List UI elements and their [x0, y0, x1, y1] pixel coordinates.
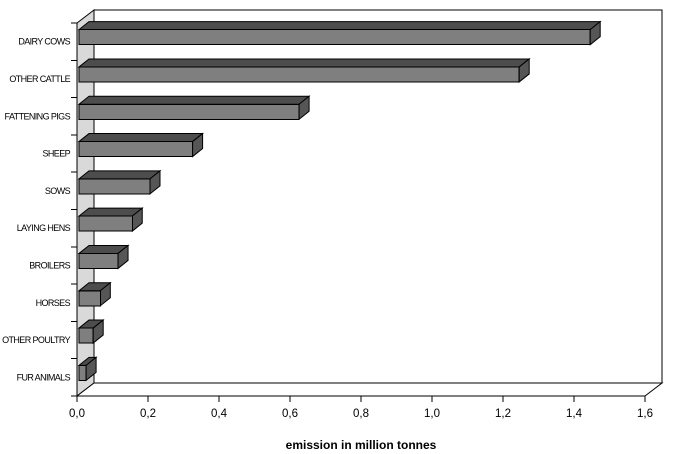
category-label: OTHER POULTRY: [2, 335, 70, 345]
value-tick-label: 0,6: [282, 408, 298, 420]
category-label: FATTENING PIGS: [5, 111, 71, 121]
category-label: OTHER CATTLE: [9, 74, 70, 84]
value-tick-label: 0,0: [69, 408, 85, 420]
category-label: HORSES: [36, 298, 71, 308]
category-label: SOWS: [45, 186, 71, 196]
bar-front-face: [78, 327, 94, 344]
bar-front-face: [78, 66, 520, 83]
category-labels: DAIRY COWS OTHER CATTLE FATTENING PIGS SHEE…: [2, 37, 71, 383]
category-label: DAIRY COWS: [18, 37, 70, 47]
bar-front-face: [78, 252, 119, 269]
value-axis: 0,0 0,2 0,4 0,6 0,8 1,0 1,2 1,4 1,6: [69, 396, 653, 420]
floor: [75, 382, 664, 397]
bar-front-face: [78, 364, 87, 381]
value-tick-label: 1,6: [637, 408, 653, 420]
bar-front-face: [78, 215, 133, 232]
bar-top-face: [77, 207, 144, 217]
value-tick-label: 1,4: [566, 408, 583, 420]
category-label: SHEEP: [42, 149, 70, 159]
bars-group: [77, 20, 602, 382]
category-axis: [71, 22, 78, 397]
bar-top-face: [77, 58, 531, 68]
bar-top-face: [77, 170, 162, 180]
category-label: LAYING HENS: [17, 223, 71, 233]
value-tick-label: 0,8: [353, 408, 369, 420]
bar-top-face: [77, 21, 602, 31]
category-label: FUR ANIMALS: [17, 372, 71, 382]
bar-front-face: [78, 178, 151, 195]
x-axis-title: emission in million tonnes: [286, 438, 437, 452]
bar-front-face: [78, 141, 194, 158]
value-tick-label: 0,4: [211, 408, 228, 420]
category-label: BROILERS: [29, 260, 70, 270]
value-tick-label: 0,2: [140, 408, 156, 420]
value-tick-label: 1,2: [495, 408, 511, 420]
bar-top-face: [77, 95, 311, 105]
value-tick-label: 1,0: [424, 408, 440, 420]
bar-top-face: [77, 133, 205, 143]
bar-front-face: [78, 29, 591, 46]
bar-front-face: [78, 290, 101, 307]
bar-front-face: [78, 103, 300, 120]
